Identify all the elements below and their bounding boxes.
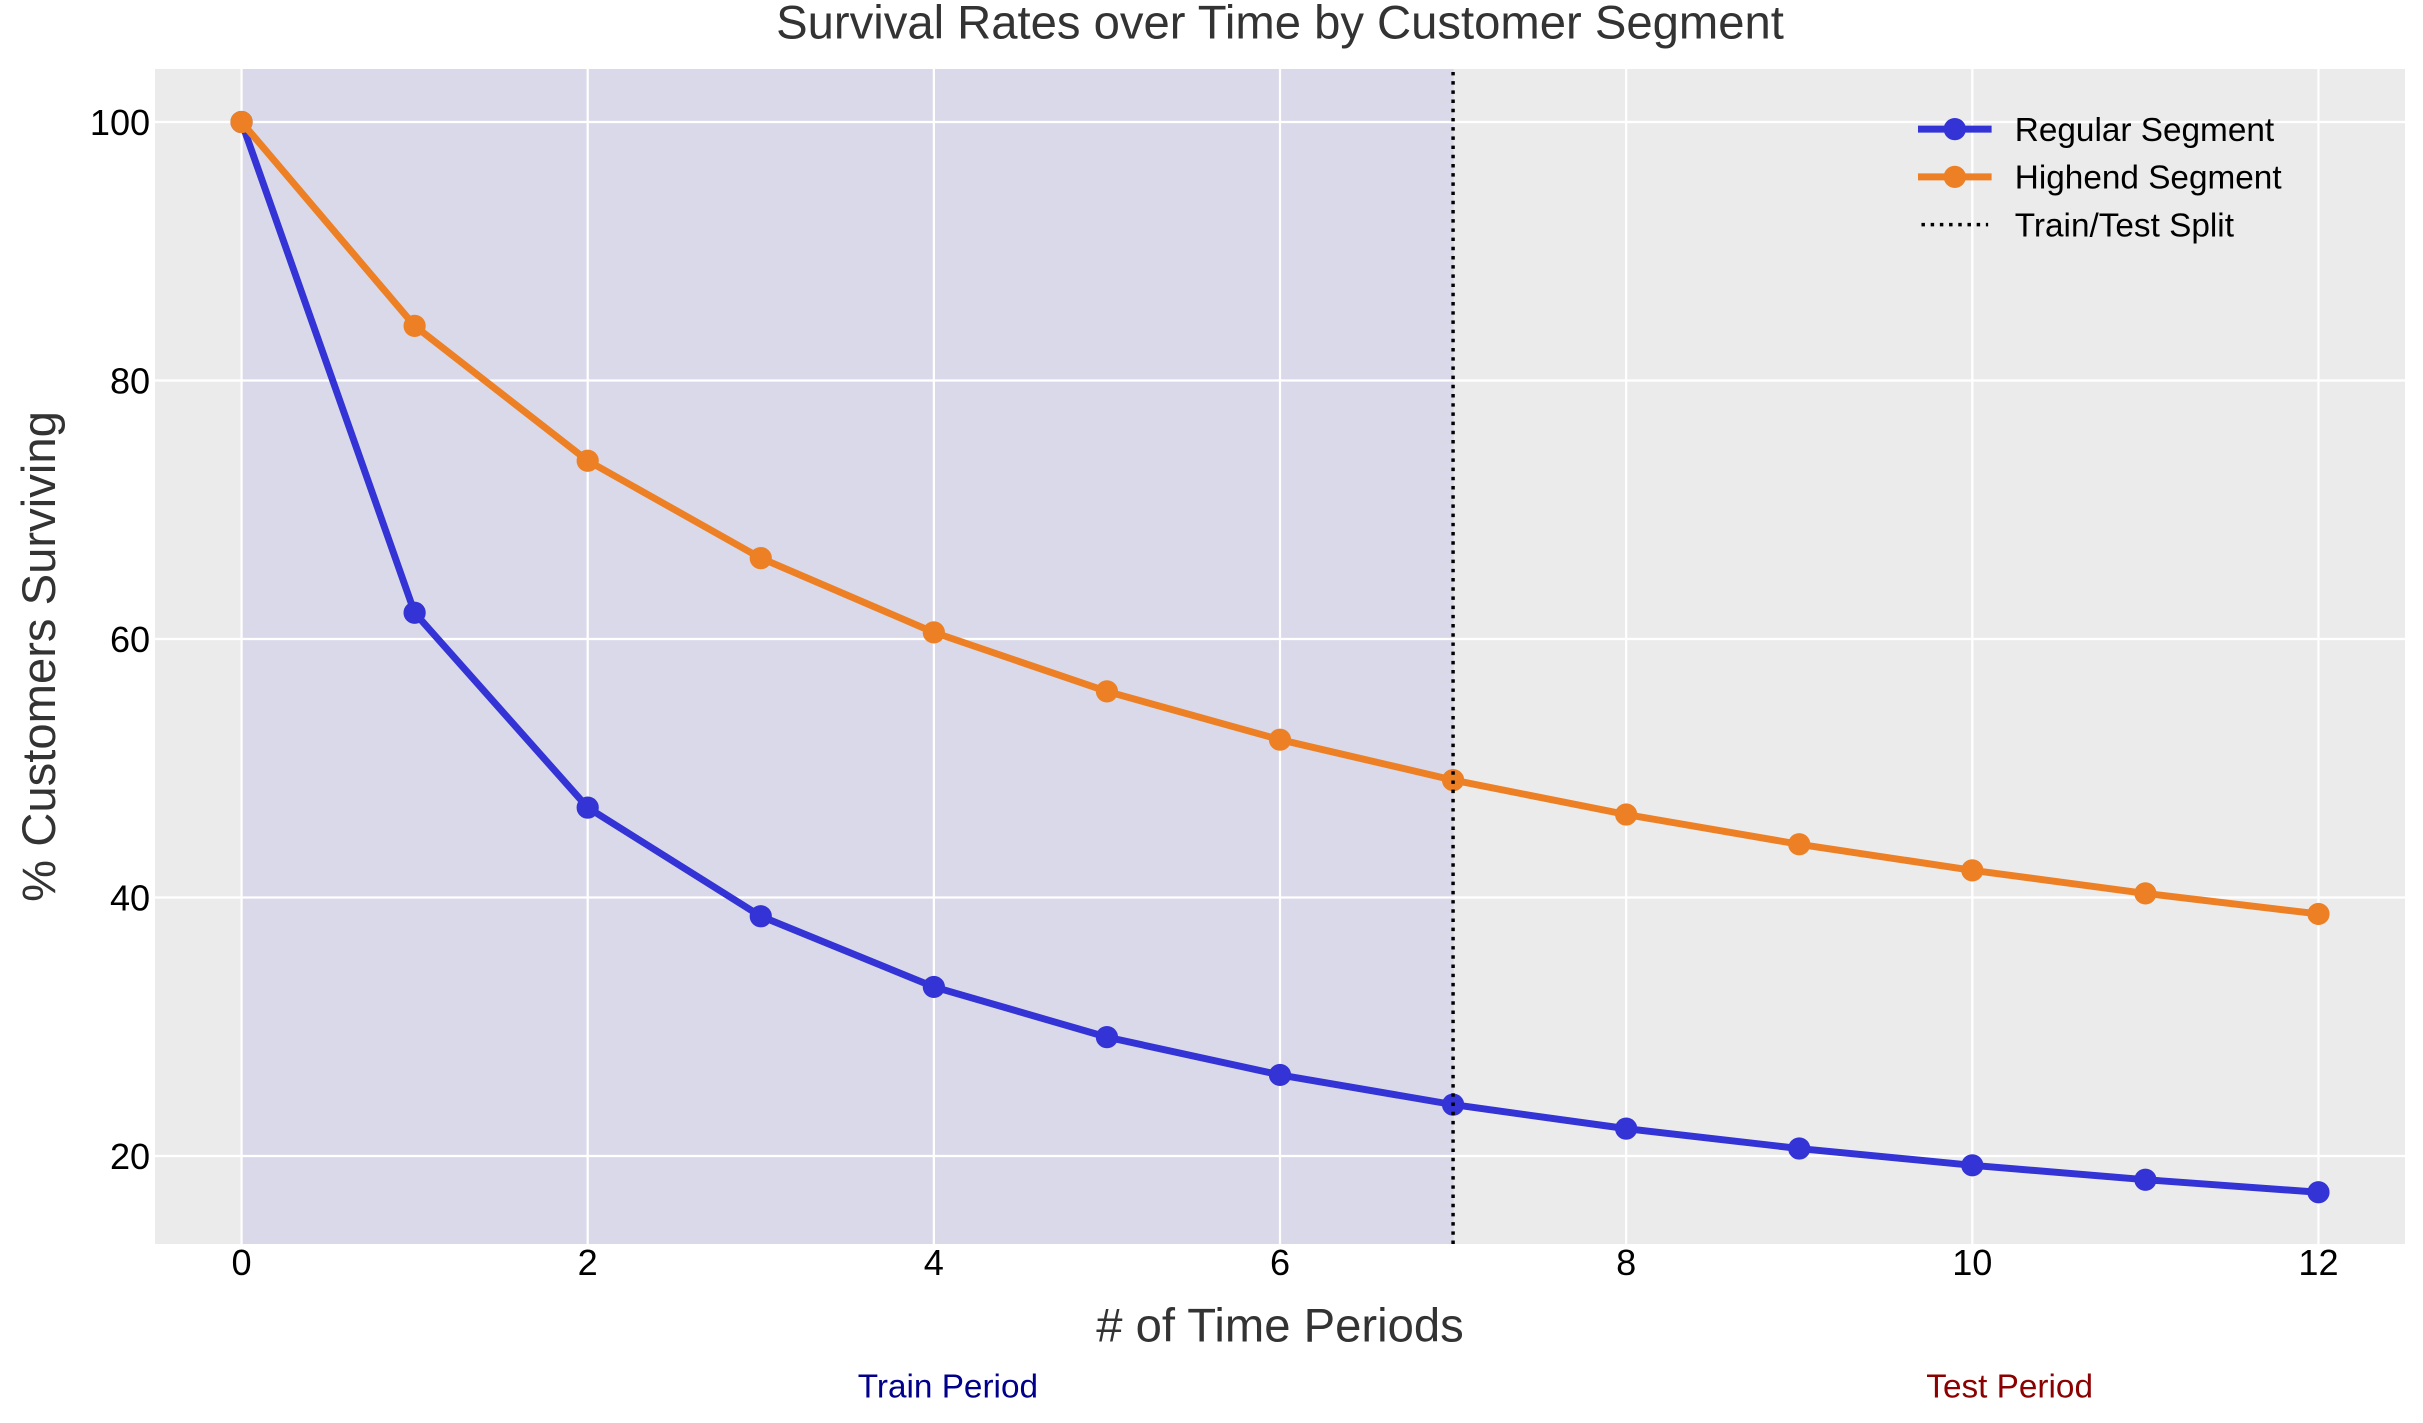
svg-text:60: 60 — [110, 619, 150, 660]
svg-text:Train Period: Train Period — [858, 1368, 1038, 1405]
svg-text:8: 8 — [1616, 1242, 1636, 1283]
svg-text:6: 6 — [1270, 1242, 1290, 1283]
svg-text:0: 0 — [231, 1242, 251, 1283]
svg-text:12: 12 — [2298, 1242, 2338, 1283]
svg-text:10: 10 — [1952, 1242, 1992, 1283]
svg-text:100: 100 — [90, 102, 150, 143]
svg-text:4: 4 — [924, 1242, 944, 1283]
svg-text:40: 40 — [110, 878, 150, 919]
svg-text:% Customers Surviving: % Customers Surviving — [13, 411, 66, 902]
svg-text:Highend Segment: Highend Segment — [2015, 160, 2283, 197]
svg-text:80: 80 — [110, 361, 150, 402]
svg-text:2: 2 — [578, 1242, 598, 1283]
svg-text:Survival Rates over Time by Cu: Survival Rates over Time by Customer Seg… — [776, 0, 1784, 49]
svg-text:Train/Test Split: Train/Test Split — [2015, 207, 2235, 244]
svg-text:# of Time Periods: # of Time Periods — [1096, 1300, 1463, 1353]
svg-text:Test Period: Test Period — [1926, 1368, 2093, 1405]
svg-text:20: 20 — [110, 1136, 150, 1177]
svg-text:Regular Segment: Regular Segment — [2015, 112, 2275, 149]
